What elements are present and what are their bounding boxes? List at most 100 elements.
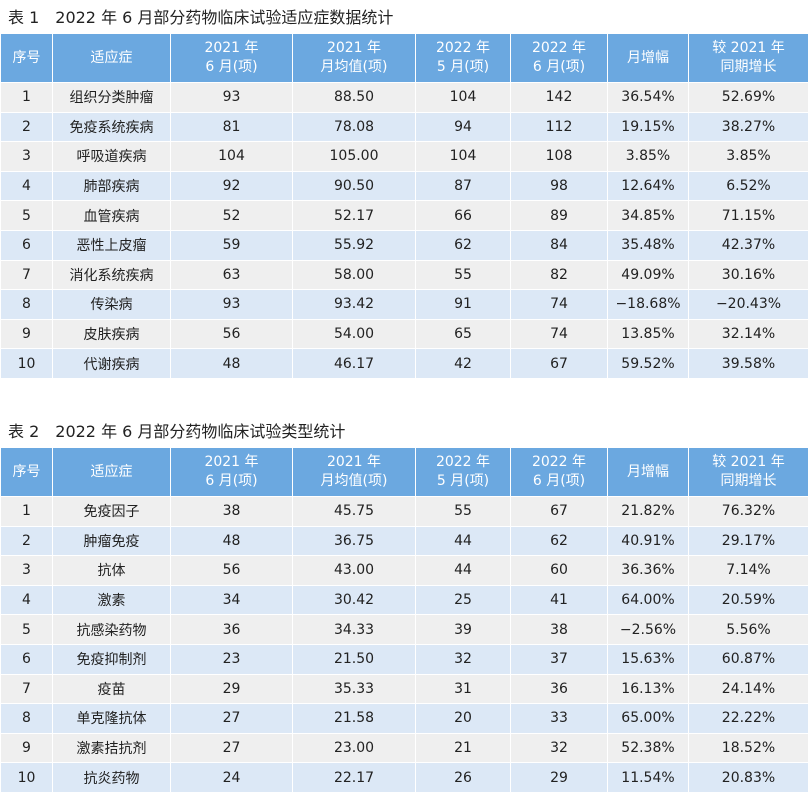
header-line: 6 月(项): [532, 473, 586, 489]
row: 3 呼吸道疾病 104 105.00 104 108 3.85% 3.85%: [0, 141, 808, 172]
cell: 29: [170, 673, 293, 705]
cell: 67: [510, 348, 608, 379]
cell: 13.85%: [607, 318, 689, 350]
cell: 3: [0, 141, 53, 172]
cell: −2.56%: [607, 614, 689, 645]
cell: 呼吸道疾病: [52, 141, 171, 172]
row: 4 肺部疾病 92 90.50 87 98 12.64% 6.52%: [0, 170, 808, 202]
header-line: 2022 年: [435, 454, 491, 470]
cell: 抗炎药物: [52, 762, 171, 793]
cell: 89: [510, 200, 608, 231]
row: 7 消化系统疾病 63 58.00 55 82 49.09% 30.16%: [0, 259, 808, 291]
row: 5 抗感染药物 36 34.33 39 38 −2.56% 5.56%: [0, 614, 808, 645]
cell: 肿瘤免疫: [52, 525, 171, 557]
cell: 98: [510, 170, 608, 202]
cell: 112: [510, 111, 608, 143]
table-block: 表 2 2022 年 6 月部分药物临床试验类型统计 序号 适应症 2021 年 6 月…: [0, 417, 808, 793]
cell: 疫苗: [52, 673, 171, 705]
cell: 7: [0, 673, 53, 705]
cell: 76.32%: [688, 496, 808, 527]
cell: 激素拮抗剂: [52, 732, 171, 764]
cell: 62: [415, 229, 511, 261]
cell: 31: [415, 673, 511, 705]
cell: 78.08: [292, 111, 416, 143]
header-line: 6 月(项): [205, 59, 258, 75]
cell: 传染病: [52, 289, 171, 320]
cell: 23: [170, 643, 293, 675]
cell: 104: [415, 141, 511, 172]
cell: 9: [0, 318, 53, 350]
table-title: 表 2 2022 年 6 月部分药物临床试验类型统计: [8, 422, 346, 441]
header-line: 月均值(项): [320, 473, 388, 489]
header-cell: 2021 年 6 月(项): [170, 447, 293, 497]
header-line: 2021 年: [326, 40, 382, 56]
header-line: 2021 年: [326, 454, 382, 470]
cell: 34.33: [292, 614, 416, 645]
cell: 6.52%: [688, 170, 808, 202]
cell: 24.14%: [688, 673, 808, 705]
thead: 序号 适应症 2021 年 6 月(项) 2021 年月均值(项) 2022 年 5 月(项…: [0, 33, 808, 83]
cell: 93: [170, 289, 293, 320]
cell: 抗感染药物: [52, 614, 171, 645]
cell: 激素: [52, 584, 171, 616]
table-title: 表 1 2022 年 6 月部分药物临床试验适应症数据统计: [8, 8, 394, 27]
row: 1 组织分类肿瘤 93 88.50 104 142 36.54% 52.69%: [0, 82, 808, 113]
cell: 22.22%: [688, 703, 808, 734]
cell: 6: [0, 643, 53, 675]
row: 10 代谢疾病 48 46.17 42 67 59.52% 39.58%: [0, 348, 808, 379]
cell: 9: [0, 732, 53, 764]
cell: 30.16%: [688, 259, 808, 291]
header-cell: 月增幅: [607, 447, 689, 497]
header-line: 2021 年: [204, 454, 259, 470]
table: 序号 适应症 2021 年 6 月(项) 2021 年月均值(项) 2022 年 5 月(项…: [0, 447, 808, 793]
cell: 24: [170, 762, 293, 793]
cell: 64.00%: [607, 584, 689, 616]
cell: 45.75: [292, 496, 416, 527]
cell: 60: [510, 555, 608, 586]
header-cell: 2021 年月均值(项): [292, 33, 416, 83]
thead: 序号 适应症 2021 年 6 月(项) 2021 年月均值(项) 2022 年 5 月(项…: [0, 447, 808, 497]
header-cell: 2022 年 5 月(项): [415, 33, 511, 83]
header-cell: 2022 年 6 月(项): [510, 33, 608, 83]
header-cell: 适应症: [52, 33, 171, 83]
header-line: 月均值(项): [320, 59, 388, 75]
cell: 消化系统疾病: [52, 259, 171, 291]
cell: 7.14%: [688, 555, 808, 586]
cell: 38.27%: [688, 111, 808, 143]
cell: 30.42: [292, 584, 416, 616]
cell: 1: [0, 82, 53, 113]
cell: 74: [510, 318, 608, 350]
cell: 12.64%: [607, 170, 689, 202]
header-row: 序号 适应症 2021 年 6 月(项) 2021 年月均值(项) 2022 年 5 月(项…: [0, 447, 808, 497]
header-line: 5 月(项): [436, 473, 490, 489]
cell: 6: [0, 229, 53, 261]
cell: 34.85%: [607, 200, 689, 231]
cell: 27: [170, 703, 293, 734]
cell: 66: [415, 200, 511, 231]
header-cell: 2022 年 5 月(项): [415, 447, 511, 497]
cell: 4: [0, 170, 53, 202]
cell: 44: [415, 555, 511, 586]
header-cell: 2021 年 6 月(项): [170, 33, 293, 83]
cell: 48: [170, 525, 293, 557]
cell: 55: [415, 496, 511, 527]
header-cell: 较 2021 年同期增长: [688, 33, 808, 83]
cell: 21: [415, 732, 511, 764]
cell: 33: [510, 703, 608, 734]
cell: 82: [510, 259, 608, 291]
cell: 20.59%: [688, 584, 808, 616]
header-line: 序号: [12, 49, 41, 66]
cell: 39.58%: [688, 348, 808, 379]
cell: 35.48%: [607, 229, 689, 261]
cell: 42: [415, 348, 511, 379]
cell: 18.52%: [688, 732, 808, 764]
cell: 59: [170, 229, 293, 261]
cell: 21.82%: [607, 496, 689, 527]
cell: 56: [170, 318, 293, 350]
cell: 40.91%: [607, 525, 689, 557]
header-line: 同期增长: [720, 59, 777, 75]
cell: 16.13%: [607, 673, 689, 705]
header-line: 5 月(项): [436, 59, 490, 75]
cell: 90.50: [292, 170, 416, 202]
cell: 29.17%: [688, 525, 808, 557]
